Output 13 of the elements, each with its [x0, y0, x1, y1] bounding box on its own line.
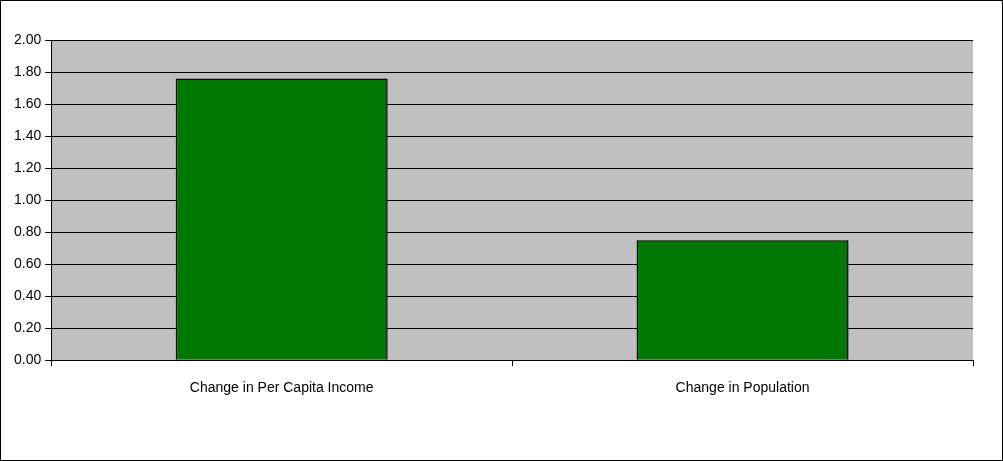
y-tick-label: 1.20	[14, 158, 42, 175]
y-tick-label: 0.60	[14, 255, 42, 271]
y-tick-label: 1.60	[14, 94, 42, 111]
y-tick-label: 1.40	[14, 126, 42, 143]
y-tick-label: 0.40	[14, 287, 42, 304]
y-tick-label: 0.20	[14, 319, 42, 336]
y-tick-label: 1.00	[14, 190, 42, 207]
y-tick-label: 0.00	[14, 351, 42, 368]
y-tick-label: 1.80	[14, 62, 42, 79]
x-tick-label: Change in Per Capita Income	[189, 379, 374, 396]
x-tick-label: Change in Population	[675, 379, 810, 396]
y-tick-label: 2.00	[14, 30, 42, 47]
y-tick-label: 0.80	[14, 222, 42, 239]
